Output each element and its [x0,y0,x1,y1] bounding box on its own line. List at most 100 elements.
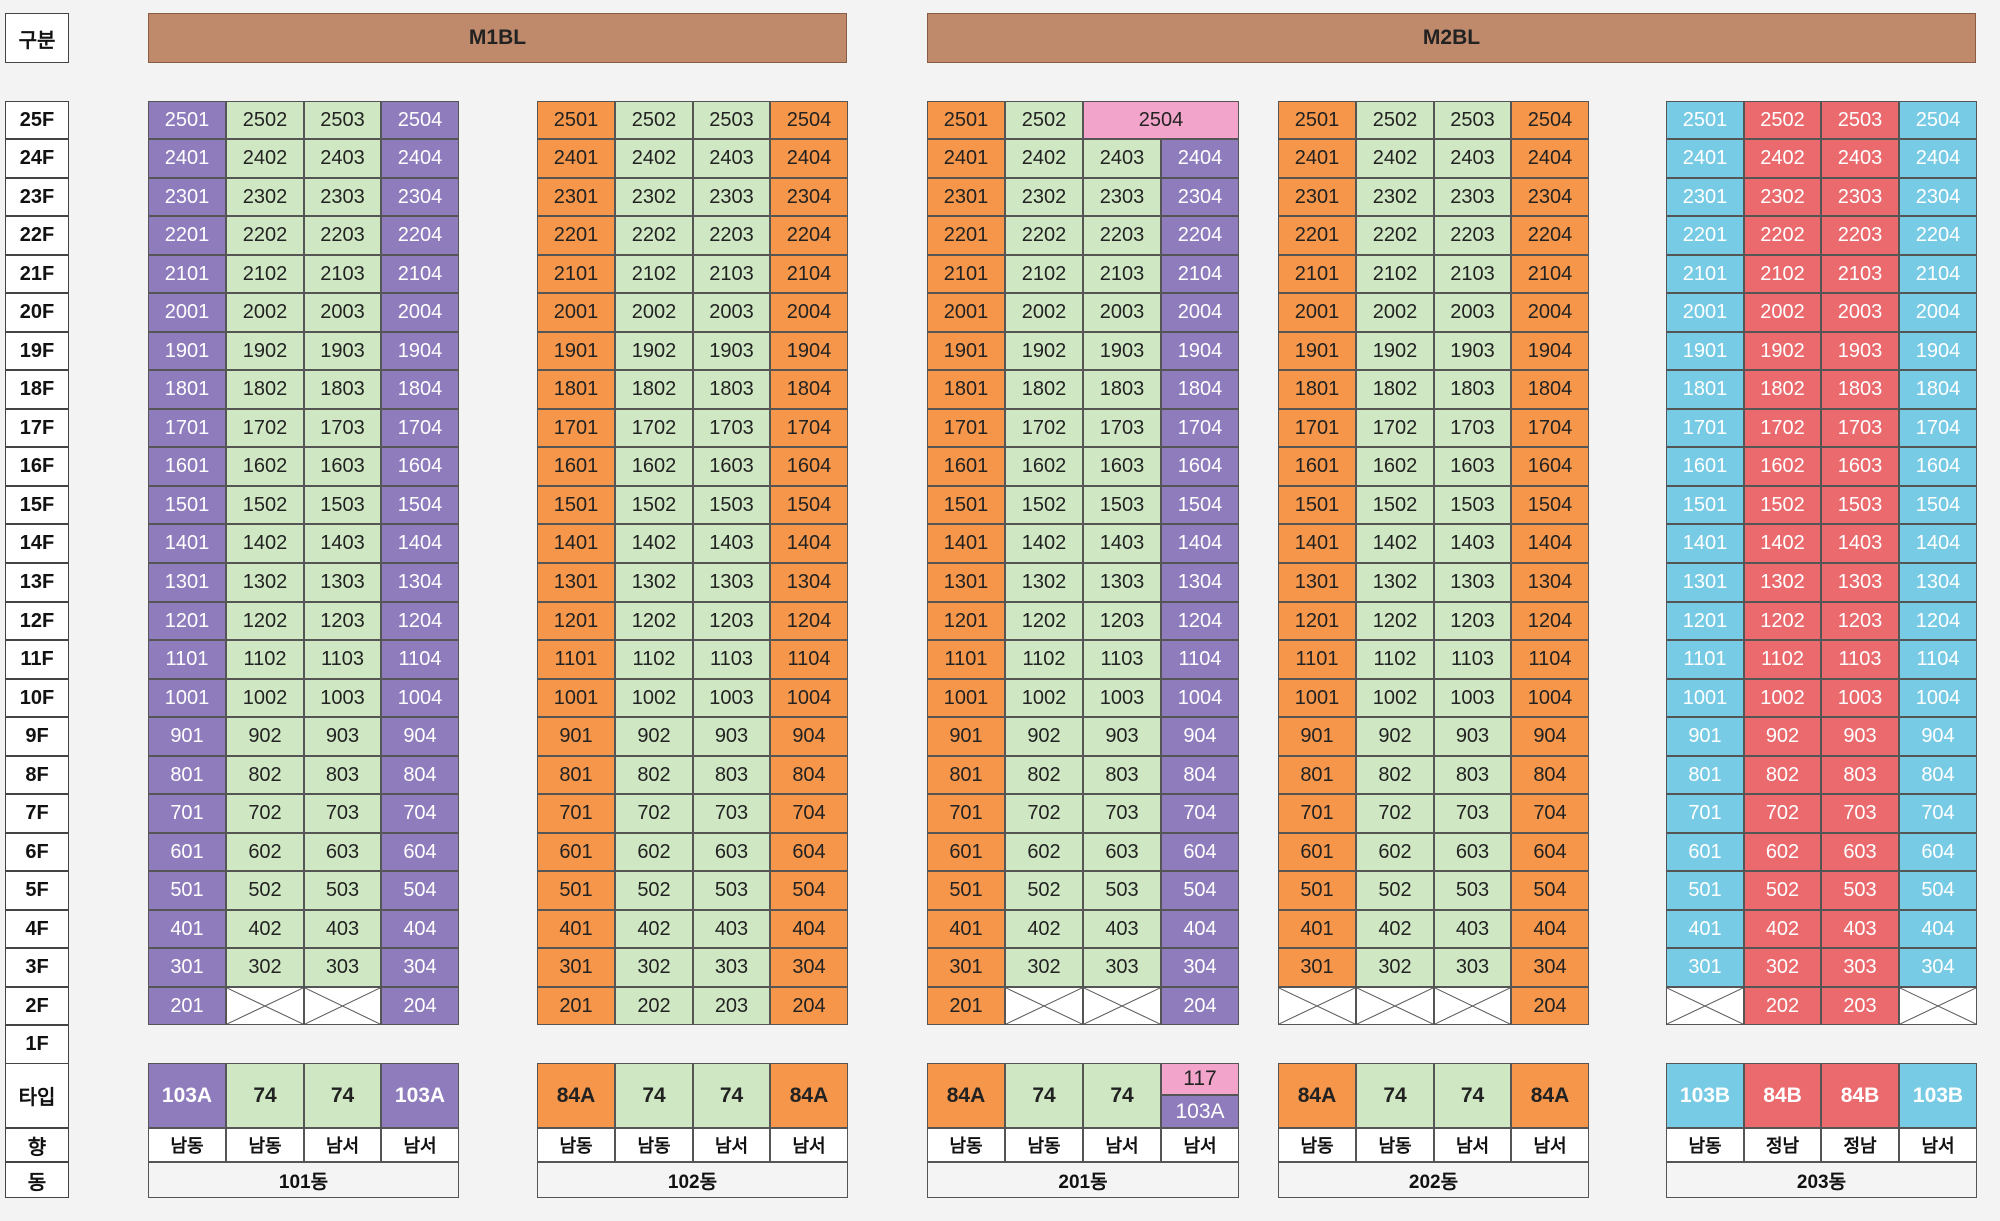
empty-cell [1278,987,1356,1025]
unit-cell: 2104 [1899,255,1977,293]
floor-label: 21F [5,255,69,293]
unit-cell: 1103 [1434,640,1511,679]
unit-cell: 1104 [770,640,848,679]
unit-cell: 2001 [927,293,1005,332]
unit-cell: 903 [1083,717,1161,756]
unit-cell: 203 [693,987,770,1025]
unit-cell: 2101 [1278,255,1356,293]
unit-cell: 1304 [770,563,848,602]
unit-cell: 1703 [1821,409,1899,447]
unit-cell: 1101 [927,640,1005,679]
unit-cell: 2504 [1511,101,1589,139]
unit-cell: 1303 [1083,563,1161,602]
unit-cell: 1804 [1161,370,1239,409]
unit-cell: 1602 [1744,447,1821,486]
unit-cell: 2402 [1005,139,1083,178]
unit-type: 74 [1005,1063,1083,1128]
unit-cell: 2103 [304,255,381,293]
unit-cell: 1201 [148,602,226,640]
unit-cell: 802 [1356,756,1434,794]
unit-cell: 1203 [1434,602,1511,640]
unit-cell: 1601 [537,447,615,486]
unit-cell: 502 [1005,871,1083,910]
block-header: M2BL [927,13,1976,63]
unit-cell: 301 [1278,948,1356,987]
unit-cell: 1703 [1434,409,1511,447]
unit-cell: 1304 [1511,563,1589,602]
unit-cell: 2303 [1083,178,1161,216]
unit-cell: 803 [1821,756,1899,794]
unit-cell: 1501 [537,486,615,524]
unit-cell: 1601 [927,447,1005,486]
unit-cell: 2103 [1821,255,1899,293]
unit-cell: 402 [1356,910,1434,948]
unit-cell: 501 [927,871,1005,910]
unit-cell: 2402 [615,139,693,178]
unit-cell: 2202 [226,216,304,255]
unit-cell: 703 [1434,794,1511,833]
unit-cell: 2103 [693,255,770,293]
unit-cell: 2303 [304,178,381,216]
unit-cell: 2002 [1356,293,1434,332]
unit-type: 74 [1356,1063,1434,1128]
unit-cell: 2301 [1666,178,1744,216]
unit-cell: 1603 [1083,447,1161,486]
unit-cell: 701 [148,794,226,833]
unit-cell: 404 [1511,910,1589,948]
unit-cell: 2101 [927,255,1005,293]
unit-cell: 902 [615,717,693,756]
unit-cell: 1303 [304,563,381,602]
unit-cell: 2204 [381,216,459,255]
unit-cell: 1602 [1356,447,1434,486]
unit-cell: 2402 [1744,139,1821,178]
floor-label: 17F [5,409,69,447]
unit-cell: 402 [226,910,304,948]
unit-cell: 2004 [381,293,459,332]
unit-cell: 2401 [537,139,615,178]
unit-cell: 1303 [1434,563,1511,602]
unit-cell: 1904 [1899,332,1977,370]
unit-cell: 1301 [1278,563,1356,602]
unit-cell: 503 [693,871,770,910]
unit-cell: 1801 [1278,370,1356,409]
unit-cell: 803 [1434,756,1511,794]
unit-cell: 1504 [381,486,459,524]
unit-cell: 1901 [148,332,226,370]
unit-cell: 1302 [1744,563,1821,602]
unit-cell: 504 [1161,871,1239,910]
unit-cell: 2201 [1666,216,1744,255]
unit-cell: 202 [615,987,693,1025]
unit-cell: 802 [226,756,304,794]
unit-cell: 903 [693,717,770,756]
unit-cell: 2503 [304,101,381,139]
unit-cell: 604 [1161,833,1239,871]
unit-cell: 603 [1821,833,1899,871]
unit-cell: 2003 [304,293,381,332]
unit-cell: 801 [927,756,1005,794]
unit-cell: 2504 [1083,101,1239,139]
unit-cell: 2204 [1899,216,1977,255]
unit-cell: 302 [1356,948,1434,987]
unit-cell: 803 [1083,756,1161,794]
unit-cell: 901 [1278,717,1356,756]
unit-cell: 1204 [1899,602,1977,640]
unit-cell: 304 [770,948,848,987]
floor-label: 18F [5,370,69,409]
unit-cell: 1702 [226,409,304,447]
unit-cell: 1502 [226,486,304,524]
unit-cell: 1001 [537,679,615,717]
unit-cell: 2001 [1666,293,1744,332]
unit-cell: 1603 [304,447,381,486]
unit-cell: 504 [770,871,848,910]
floor-label: 16F [5,447,69,486]
unit-direction: 남서 [1899,1128,1977,1162]
unit-cell: 1702 [1744,409,1821,447]
unit-cell: 2301 [927,178,1005,216]
unit-cell: 1904 [1511,332,1589,370]
unit-cell: 401 [148,910,226,948]
unit-cell: 1703 [1083,409,1161,447]
unit-cell: 1604 [1511,447,1589,486]
unit-cell: 1004 [770,679,848,717]
unit-cell: 1004 [1511,679,1589,717]
unit-cell: 1503 [1083,486,1161,524]
